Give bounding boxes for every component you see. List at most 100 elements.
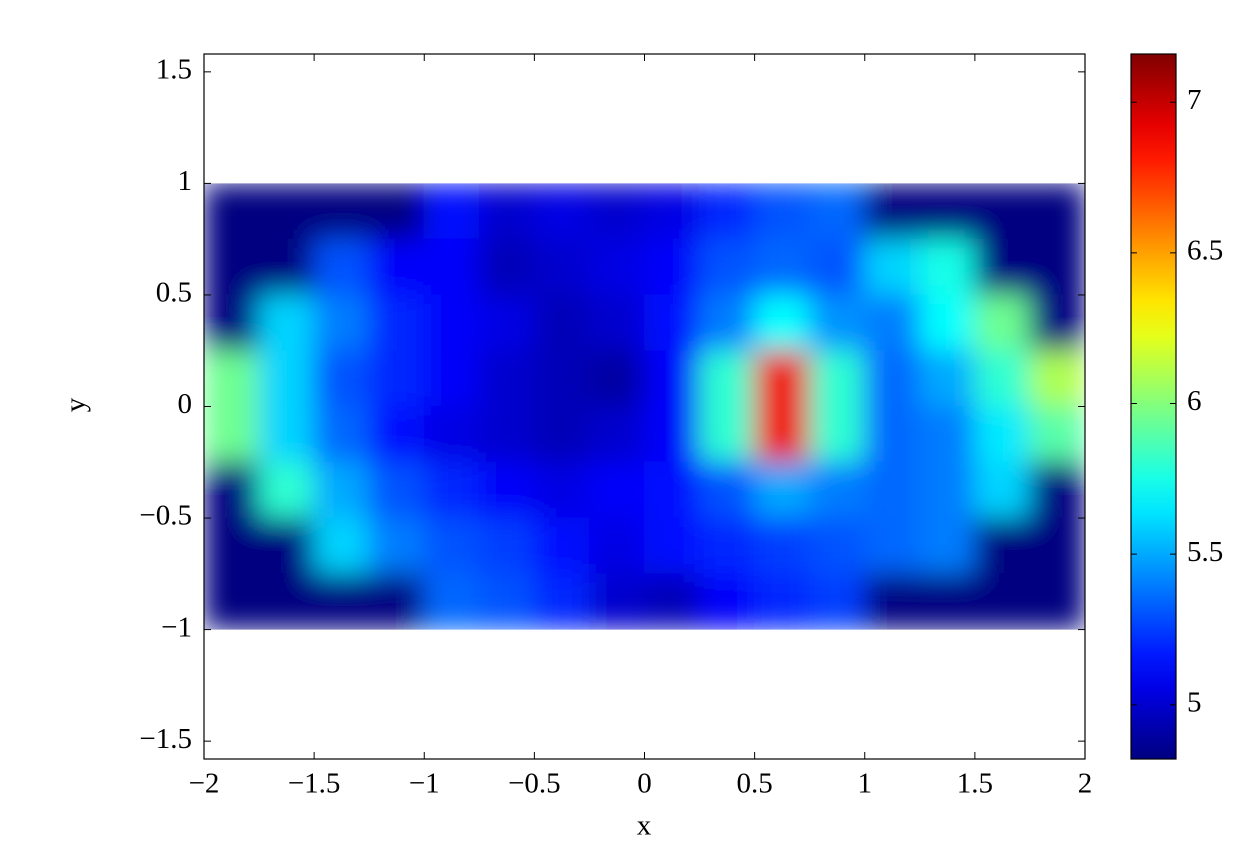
heatmap-cell — [204, 183, 260, 240]
heatmap-cell — [644, 461, 701, 519]
x-tick-label: −0.5 — [508, 768, 561, 800]
heatmap-cell — [864, 517, 921, 575]
heatmap-cell — [478, 183, 535, 240]
heatmap-cell — [919, 406, 976, 463]
heatmap-cell — [864, 350, 921, 407]
heatmap-cell — [313, 294, 370, 352]
heatmap-cell — [478, 461, 535, 519]
heatmap-cell — [974, 406, 1031, 463]
heatmap-cell — [809, 573, 866, 630]
heatmap-cell — [533, 350, 590, 407]
heatmap-cell — [368, 406, 425, 463]
heatmap-cell — [919, 350, 976, 407]
heatmap-cell — [368, 517, 425, 575]
y-tick-label: −1 — [161, 611, 192, 643]
heatmap-cell — [809, 294, 866, 352]
colorbar — [1130, 53, 1177, 760]
heatmap-cell — [423, 406, 480, 463]
y-tick-label: 1 — [178, 165, 193, 197]
heatmap-cell — [974, 183, 1031, 240]
heatmap-cell — [754, 294, 811, 352]
heatmap-cell — [699, 406, 756, 463]
heatmap-cell — [533, 517, 590, 575]
heatmap-cell — [423, 183, 480, 240]
heatmap-cell — [699, 238, 756, 296]
x-tick-label: 2 — [1078, 768, 1093, 800]
heatmap-cell — [754, 461, 811, 519]
heatmap-cell — [644, 183, 701, 240]
y-tick-label: 0 — [178, 388, 193, 420]
heatmap-cell — [368, 461, 425, 519]
heatmap-cell — [809, 238, 866, 296]
colorbar-tick-label: 6.5 — [1187, 235, 1223, 267]
heatmap-cell — [864, 183, 921, 240]
heatmap-cell — [313, 517, 370, 575]
heatmap-cell — [588, 406, 645, 463]
heatmap-cell — [1029, 517, 1085, 575]
heatmap-cell — [974, 238, 1031, 296]
heatmap-cell — [699, 461, 756, 519]
heatmap-cell — [864, 294, 921, 352]
heatmap-cell — [423, 350, 480, 407]
heatmap-cell — [1029, 406, 1085, 463]
heatmap-cell — [919, 461, 976, 519]
heatmap-cell — [974, 517, 1031, 575]
heatmap-cell — [533, 461, 590, 519]
heatmap-cell — [368, 350, 425, 407]
x-tick-label: 1 — [858, 768, 873, 800]
heatmap-cell — [478, 517, 535, 575]
heatmap-cell — [864, 406, 921, 463]
heatmap — [204, 183, 1085, 630]
heatmap-cell — [809, 183, 866, 240]
heatmap-cell — [1029, 350, 1085, 407]
heatmap-cell — [258, 573, 315, 630]
heatmap-cell — [313, 183, 370, 240]
heatmap-cell — [588, 238, 645, 296]
heatmap-cell — [644, 517, 701, 575]
heatmap-cell — [754, 350, 811, 407]
heatmap-cell — [864, 573, 921, 630]
heatmap-cell — [313, 573, 370, 630]
heatmap-cell — [754, 238, 811, 296]
heatmap-cell — [258, 183, 315, 240]
heatmap-cell — [974, 294, 1031, 352]
heatmap-cell — [644, 238, 701, 296]
x-tick-label: 0.5 — [737, 768, 773, 800]
heatmap-cell — [204, 573, 260, 630]
heatmap-cell — [864, 238, 921, 296]
heatmap-cell — [699, 350, 756, 407]
heatmap-cell — [478, 573, 535, 630]
heatmap-cell — [258, 238, 315, 296]
heatmap-cell — [699, 573, 756, 630]
x-tick-label: 1.5 — [957, 768, 993, 800]
x-tick-label: 0 — [637, 768, 652, 800]
heatmap-cell — [478, 406, 535, 463]
heatmap-cell — [258, 406, 315, 463]
heatmap-cell — [919, 183, 976, 240]
heatmap-cell — [533, 183, 590, 240]
heatmap-cell — [588, 350, 645, 407]
heatmap-cell — [423, 238, 480, 296]
y-tick-label: 0.5 — [156, 277, 192, 309]
y-tick-label: −1.5 — [139, 723, 192, 755]
heatmap-cell — [313, 238, 370, 296]
colorbar-tick-label: 5 — [1187, 686, 1202, 718]
heatmap-cell — [644, 573, 701, 630]
heatmap-cell — [313, 406, 370, 463]
heatmap-cell — [919, 517, 976, 575]
heatmap-cell — [974, 573, 1031, 630]
heatmap-cell — [368, 573, 425, 630]
heatmap-cell — [974, 461, 1031, 519]
heatmap-cell — [809, 461, 866, 519]
x-tick-label: −1.5 — [288, 768, 341, 800]
y-tick-label: −0.5 — [139, 500, 192, 532]
heatmap-cell — [204, 238, 260, 296]
y-tick-label: 1.5 — [156, 54, 192, 86]
heatmap-cell — [919, 294, 976, 352]
heatmap-cell — [533, 294, 590, 352]
heatmap-cell — [644, 406, 701, 463]
heatmap-cell — [754, 406, 811, 463]
heatmap-cell — [699, 517, 756, 575]
colorbar-tick-label: 5.5 — [1187, 536, 1223, 568]
